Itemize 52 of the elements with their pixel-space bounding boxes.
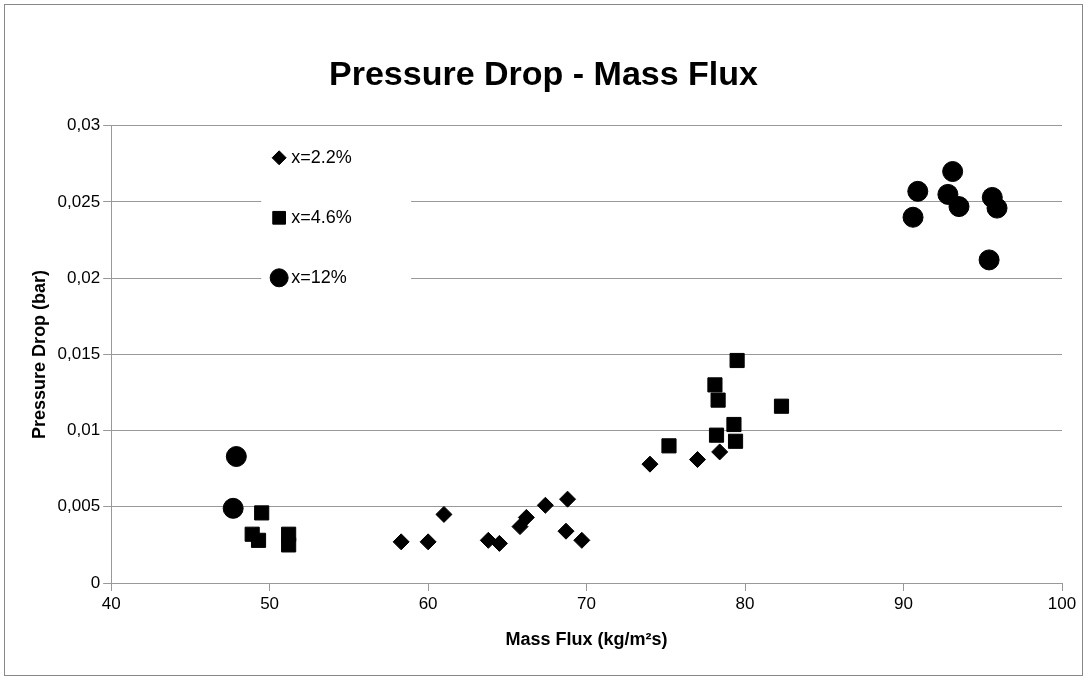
x-tick-label: 70 — [577, 593, 597, 613]
point — [942, 161, 964, 183]
point — [710, 392, 726, 408]
point — [902, 206, 924, 228]
y-tick-label: 0,005 — [57, 496, 101, 516]
x-axis-title: Mass Flux (kg/m²s) — [505, 629, 668, 650]
point — [559, 490, 577, 508]
x-tick-label: 50 — [260, 593, 280, 613]
point — [707, 377, 723, 393]
y-tick-label: 0,02 — [67, 267, 101, 287]
point — [641, 455, 659, 473]
x-tick-label: 80 — [735, 593, 755, 613]
point — [986, 197, 1008, 219]
y-tick-label: 0 — [90, 572, 101, 592]
point — [773, 398, 790, 414]
point — [419, 533, 437, 551]
point — [948, 196, 970, 218]
point — [726, 416, 742, 433]
chart-title: Pressure Drop - Mass Flux — [329, 53, 759, 92]
point — [490, 534, 508, 552]
y-tick-label: 0,025 — [57, 191, 101, 211]
point — [689, 451, 706, 469]
y-tick-label: 0,03 — [67, 115, 101, 135]
point — [907, 180, 929, 202]
point — [727, 433, 744, 449]
point — [222, 497, 244, 519]
x-tick-label: 90 — [894, 593, 913, 613]
point — [978, 249, 1000, 271]
point — [511, 518, 529, 536]
x-tick-label: 100 — [1047, 593, 1077, 613]
point — [250, 532, 267, 548]
point — [708, 427, 725, 443]
point — [729, 352, 745, 369]
point — [281, 537, 297, 553]
y-tick-label: 0,015 — [57, 344, 101, 364]
y-tick-label: 0,01 — [67, 420, 101, 440]
point — [225, 446, 247, 468]
point — [557, 522, 575, 540]
y-axis-title: Pressure Drop (bar) — [28, 269, 49, 439]
point — [392, 533, 410, 551]
point — [435, 505, 453, 523]
x-tick-label: 40 — [101, 593, 121, 613]
x-tick-label: 60 — [418, 593, 438, 613]
point — [573, 531, 591, 549]
point — [517, 508, 535, 526]
legend-label: x=2.2% — [291, 146, 352, 167]
point — [536, 496, 554, 514]
point — [254, 505, 270, 521]
point — [661, 438, 677, 454]
legend-label: x=12% — [291, 266, 347, 287]
legend-label: x=4.6% — [291, 206, 352, 227]
point — [711, 443, 729, 461]
